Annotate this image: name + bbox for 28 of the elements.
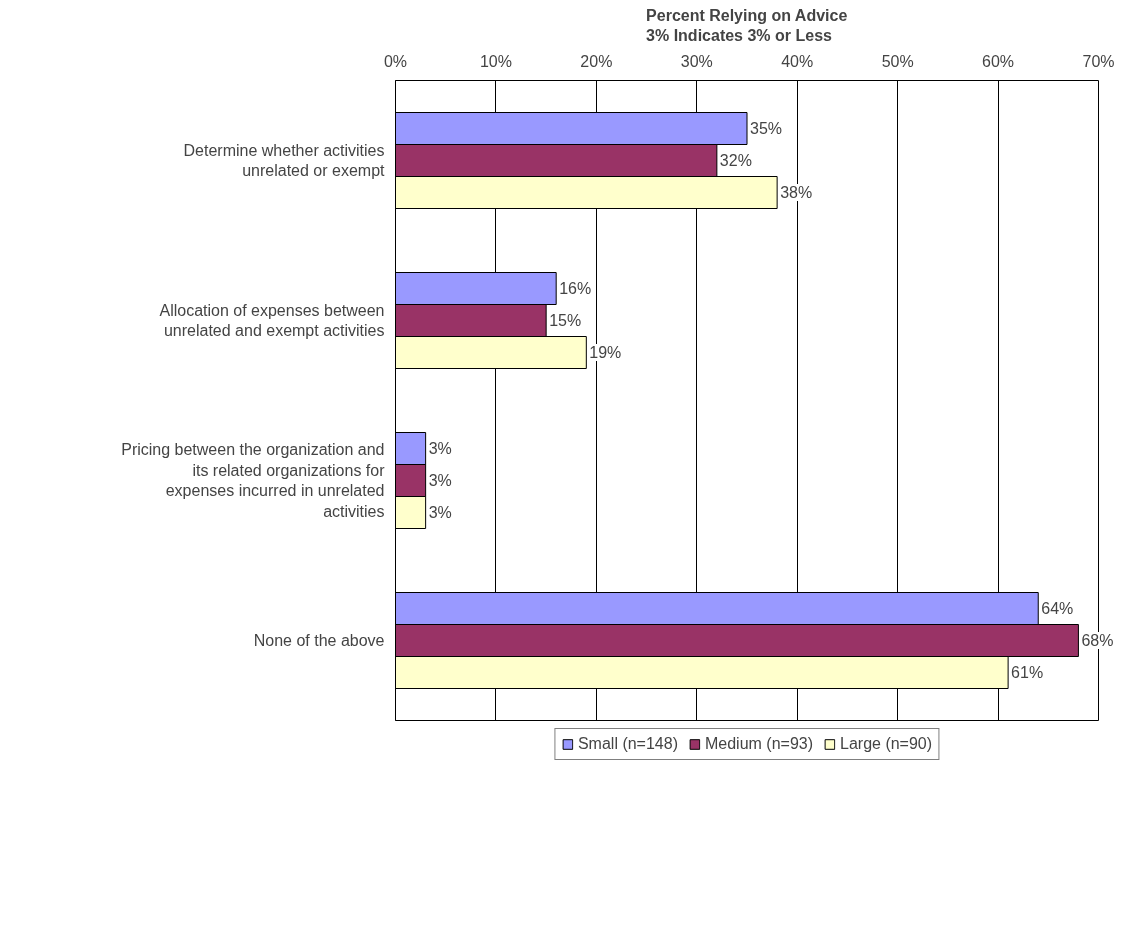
x-tick-label: 60% [982,52,1015,70]
x-tick-label: 0% [383,52,408,70]
data-label: 19% [589,344,622,361]
data-label: 16% [559,280,592,297]
data-label: 3% [428,504,452,521]
data-label: 32% [719,152,752,169]
legend-label: Large (n=90) [840,735,933,753]
y-tick-label: Pricing between the organization and its related organizations for expenses incurred in unrelated activities [121,441,386,520]
x-tick-label: 40% [781,52,814,70]
legend-label: Small (n=148) [577,735,678,753]
x-tick-label: 20% [580,52,613,70]
x-tick-label: 50% [881,52,914,70]
data-label: 15% [549,312,582,329]
legend-label: Medium (n=93) [704,735,814,753]
data-label: 35% [750,120,783,137]
x-tick-label: 70% [1082,52,1115,70]
data-label: 38% [780,184,813,201]
data-label: 64% [1041,600,1074,617]
data-label: 3% [428,472,452,489]
y-tick-label: Determine whether activities unrelated or exempt [183,141,386,180]
y-tick-label: Allocation of expenses between unrelated and exempt activities [159,301,385,340]
data-label: 61% [1011,664,1044,681]
data-label: 3% [428,440,452,457]
x-tick-label: 10% [479,52,512,70]
x-tick-label: 30% [680,52,713,70]
data-label: 68% [1081,632,1114,649]
chart-title: Percent Relying on Advice 3% Indicates 3% or Less [646,7,848,45]
y-tick-label: None of the above [253,632,385,649]
